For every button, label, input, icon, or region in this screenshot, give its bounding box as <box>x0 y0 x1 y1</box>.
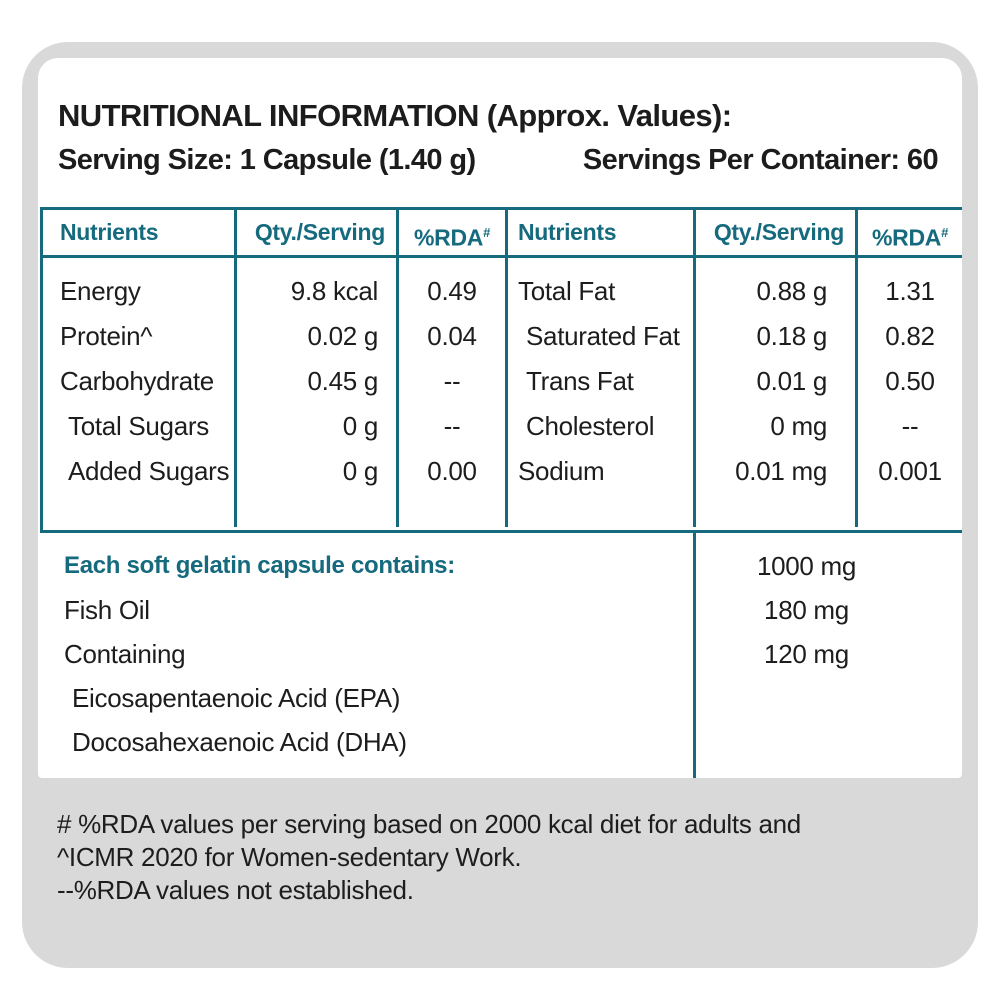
nutrition-facts-card: NUTRITIONAL INFORMATION (Approx. Values)… <box>38 58 962 778</box>
title-block: NUTRITIONAL INFORMATION (Approx. Values)… <box>58 96 939 184</box>
ingredient-name: Eicosapentaenoic Acid (EPA) <box>72 683 401 713</box>
rda-value: 0.50 <box>885 366 935 396</box>
nutrient-name: Protein^ <box>60 321 153 351</box>
rda-superscript: # <box>941 225 949 240</box>
rda-value: 1.31 <box>885 276 935 306</box>
qty-value: 0.02 g <box>307 321 379 351</box>
nutrient-names-right-column: Total Fat Saturated Fat Trans Fat Choles… <box>508 258 696 527</box>
footnote-icmr: ^ICMR 2020 for Women-sedentary Work. <box>57 842 522 872</box>
rda-value: -- <box>901 411 919 441</box>
rda-value: 0.04 <box>427 321 477 351</box>
rda-value: 0.00 <box>427 456 477 486</box>
ingredient-name: Docosahexaenoic Acid (DHA) <box>72 727 407 757</box>
nutrient-name: Total Sugars <box>68 411 209 441</box>
qty-value: 0 mg <box>770 411 827 441</box>
column-header-qty-right: Qty./Serving <box>696 210 858 258</box>
qty-value: 0 g <box>342 411 379 441</box>
rda-values-left-column: 0.49 0.04 -- -- 0.00 <box>399 258 508 527</box>
qty-values-right-column: 0.88 g 0.18 g 0.01 g 0 mg 0.01 mg <box>696 258 858 527</box>
serving-size-text: Serving Size: 1 Capsule (1.40 g) <box>58 144 476 176</box>
nutrient-name: Carbohydrate <box>60 366 214 396</box>
nutrient-name: Energy <box>60 276 141 306</box>
rda-superscript: # <box>483 225 491 240</box>
nutrient-name: Saturated Fat <box>526 321 680 351</box>
rda-label: %RDA <box>413 224 484 251</box>
ingredient-amount: 180 mg <box>764 595 849 625</box>
ingredient-name: Fish Oil <box>64 595 150 625</box>
servings-per-container-text: Servings Per Container: 60 <box>582 144 939 176</box>
composition-names-column: Each soft gelatin capsule contains: Fish… <box>40 533 693 778</box>
qty-value: 9.8 kcal <box>290 276 379 306</box>
composition-amounts-column: 1000 mg 180 mg 120 mg <box>693 533 962 778</box>
rda-value: -- <box>443 366 461 396</box>
rda-value: 0.82 <box>885 321 935 351</box>
rda-label: %RDA <box>871 224 942 251</box>
capsule-composition-section: Each soft gelatin capsule contains: Fish… <box>40 533 962 778</box>
qty-value: 0 g <box>342 456 379 486</box>
nutrients-table: Nutrients Qty./Serving %RDA# Nutrients Q… <box>40 207 962 533</box>
nutrient-name: Added Sugars <box>68 456 230 486</box>
page-title: NUTRITIONAL INFORMATION (Approx. Values)… <box>58 98 732 133</box>
composition-heading: Each soft gelatin capsule contains: <box>64 552 455 579</box>
column-header-nutrients-left: Nutrients <box>43 210 237 258</box>
rda-values-right-column: 1.31 0.82 0.50 -- 0.001 <box>858 258 962 527</box>
ingredient-amount: 120 mg <box>764 639 849 669</box>
column-header-nutrients-right: Nutrients <box>508 210 696 258</box>
nutrient-names-left-column: Energy Protein^ Carbohydrate Total Sugar… <box>43 258 237 527</box>
nutrient-name: Sodium <box>518 456 605 486</box>
column-header-qty-left: Qty./Serving <box>237 210 399 258</box>
nutrient-name: Cholesterol <box>526 411 655 441</box>
footnotes-block: # %RDA values per serving based on 2000 … <box>57 808 948 907</box>
ingredient-name: Containing <box>64 639 186 669</box>
qty-value: 0.88 g <box>756 276 828 306</box>
qty-value: 0.01 mg <box>735 456 827 486</box>
qty-value: 0.01 g <box>756 366 828 396</box>
footnote-rda-basis: # %RDA values per serving based on 2000 … <box>57 809 801 839</box>
qty-value: 0.18 g <box>756 321 828 351</box>
qty-value: 0.45 g <box>307 366 379 396</box>
rda-value: 0.49 <box>427 276 477 306</box>
footnote-not-established: --%RDA values not established. <box>57 875 414 905</box>
ingredient-amount: 1000 mg <box>756 551 857 581</box>
serving-info-row: Serving Size: 1 Capsule (1.40 g) Serving… <box>58 136 939 184</box>
label-panel: NUTRITIONAL INFORMATION (Approx. Values)… <box>22 42 978 968</box>
column-header-rda-right: %RDA# <box>858 210 962 258</box>
rda-value: -- <box>443 411 461 441</box>
nutrient-name: Total Fat <box>518 276 616 306</box>
rda-value: 0.001 <box>878 456 942 486</box>
nutrient-name: Trans Fat <box>526 366 634 396</box>
qty-values-left-column: 9.8 kcal 0.02 g 0.45 g 0 g 0 g <box>237 258 399 527</box>
column-header-rda-left: %RDA# <box>399 210 508 258</box>
